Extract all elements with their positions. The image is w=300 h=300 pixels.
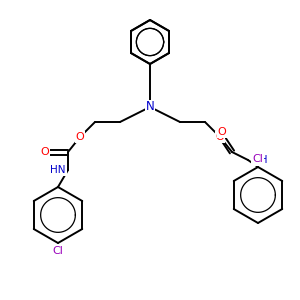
Text: O: O [216,132,224,142]
Text: O: O [76,132,84,142]
Text: Cl: Cl [253,154,263,164]
Text: NH: NH [252,155,268,165]
Text: O: O [40,147,50,157]
Text: N: N [146,100,154,113]
Text: O: O [218,127,226,137]
Text: Cl: Cl [52,246,63,256]
Text: HN: HN [50,165,66,175]
